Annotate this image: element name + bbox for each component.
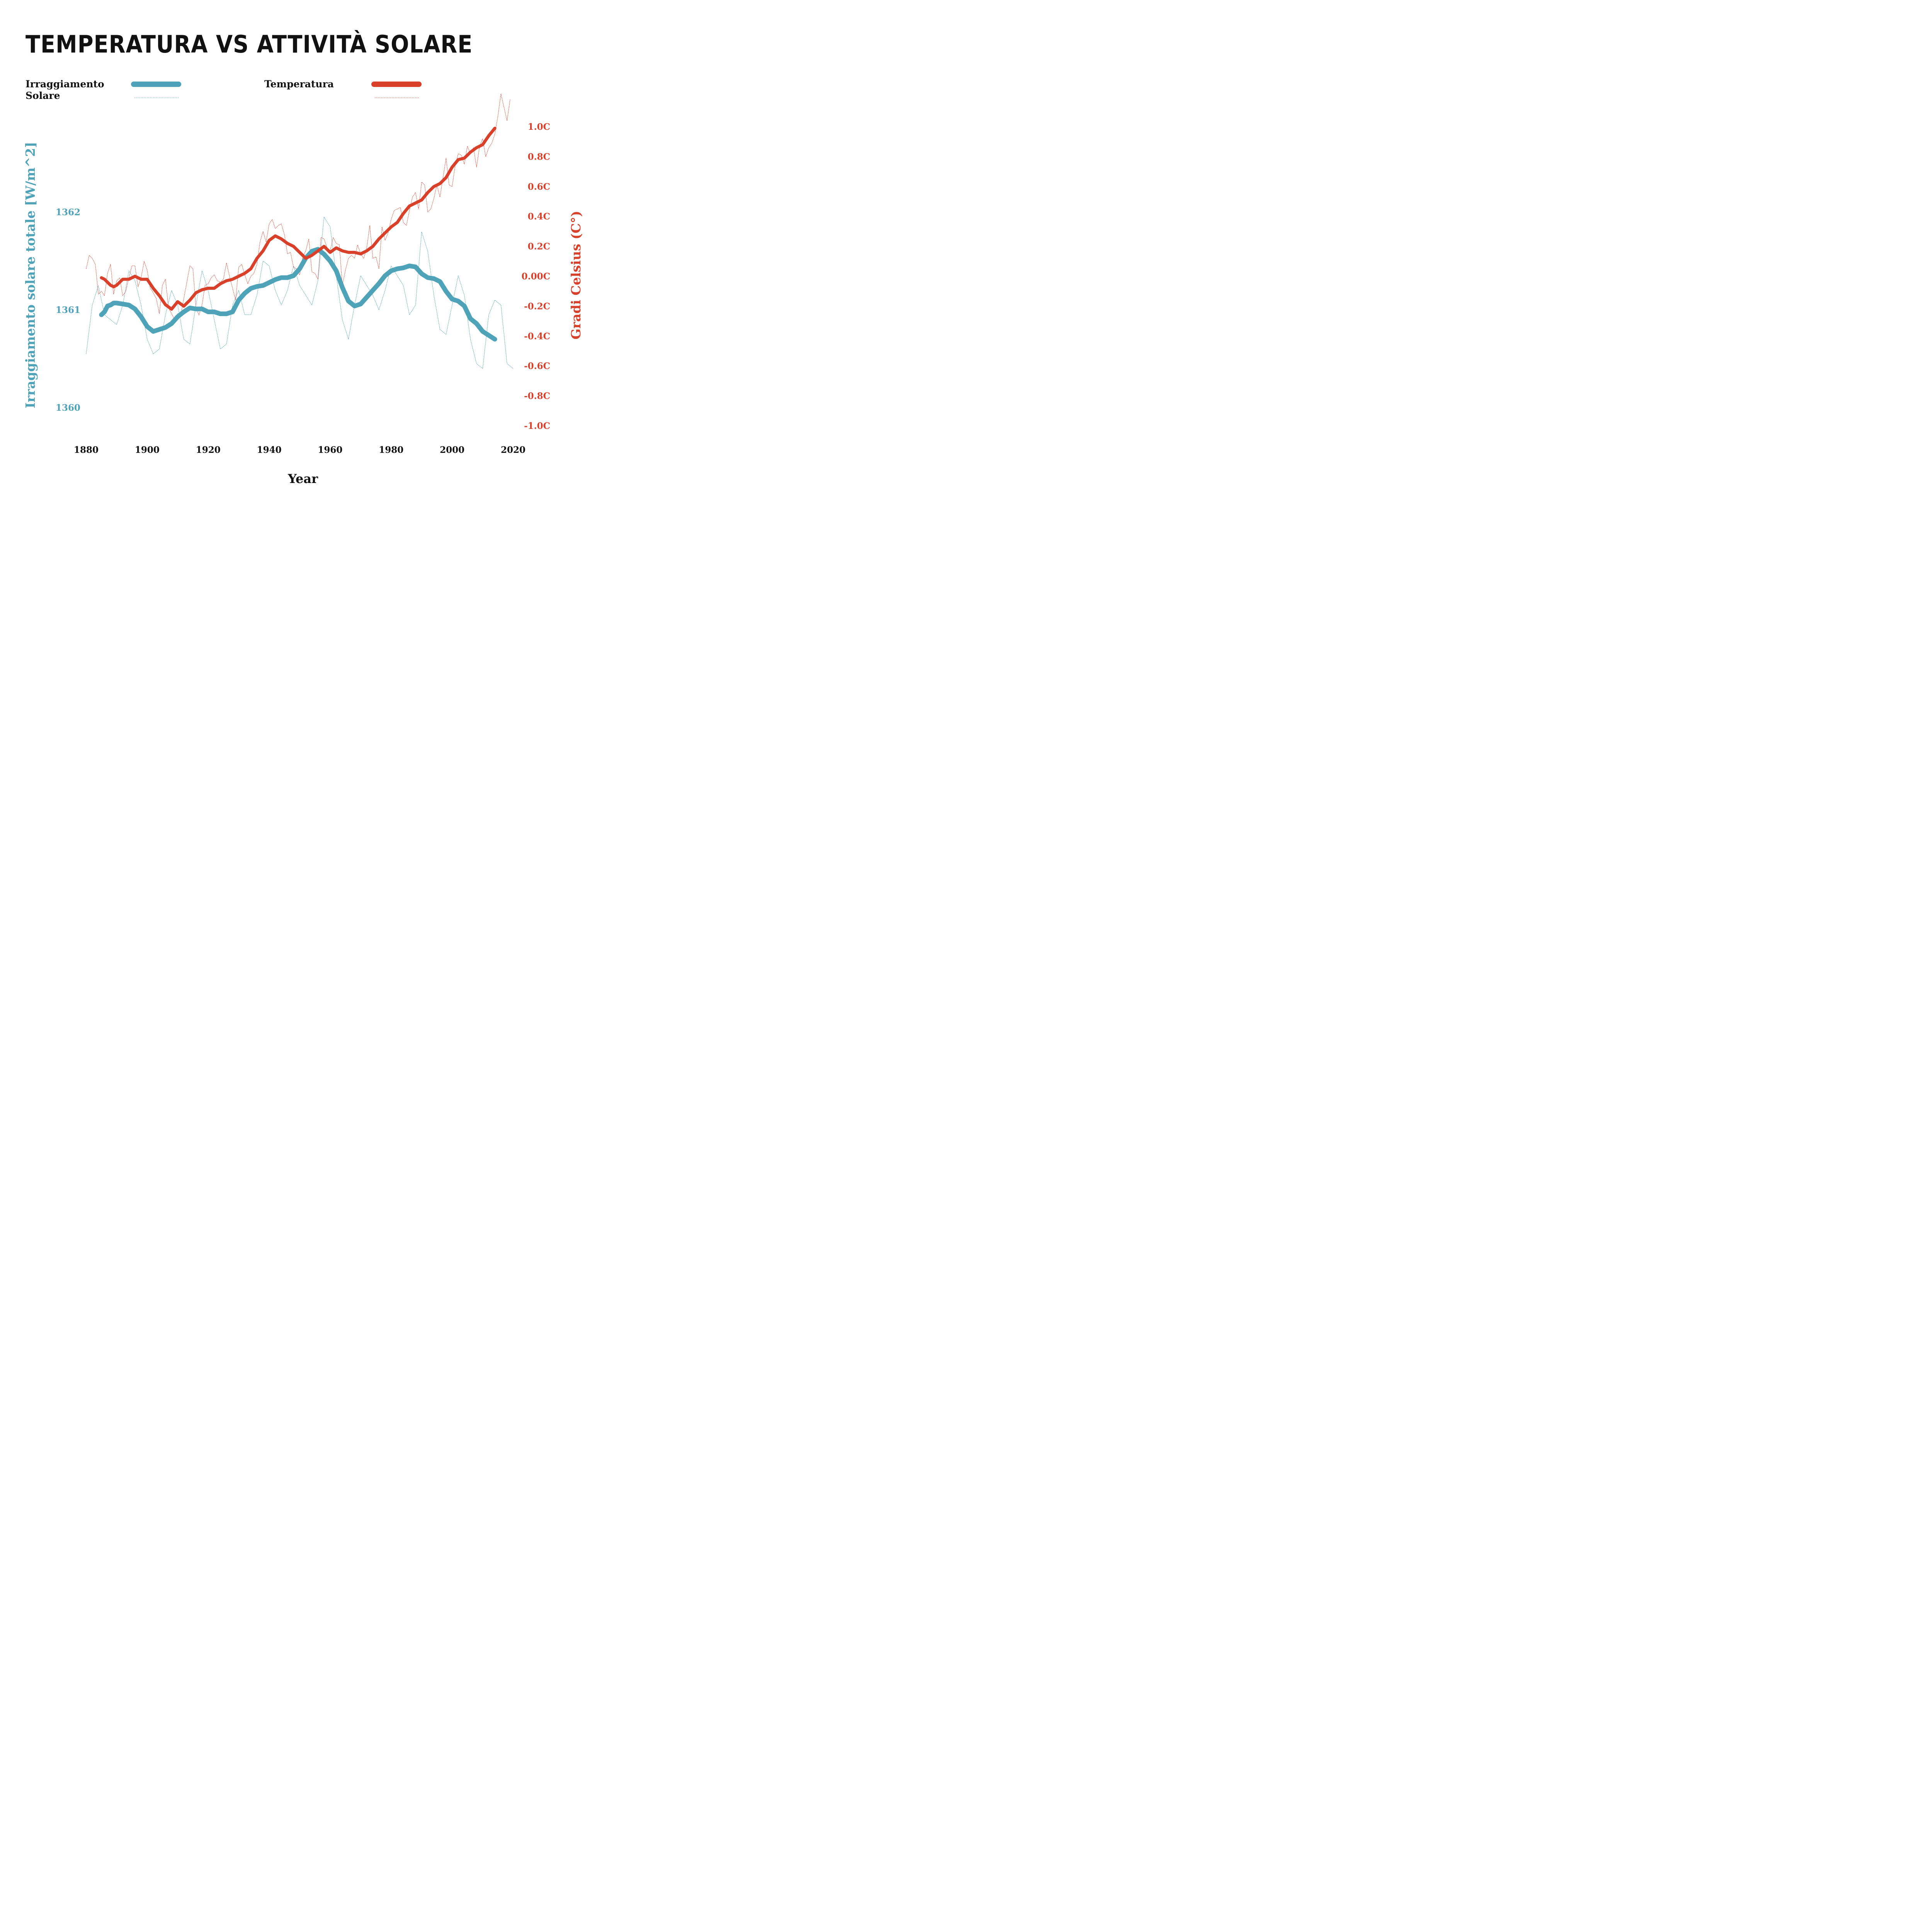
right-tick-label: 0.6C: [528, 182, 550, 192]
right-tick-label: -0.8C: [524, 391, 550, 401]
right-tick-label: -0.6C: [524, 361, 550, 371]
x-axis-title: Year: [287, 471, 318, 486]
x-tick-label: 1960: [318, 445, 342, 455]
series-layer: [86, 94, 514, 369]
right-tick-label: -1.0C: [524, 421, 550, 431]
series-line-irraggiamento-solare-annuale: [86, 217, 514, 369]
left-axis-ticks: 1362 1361 1360: [56, 207, 80, 413]
right-tick-label: -0.4C: [524, 331, 550, 342]
right-axis-ticks: 1.0C 0.8C 0.6C 0.4C 0.2C 0.00C -0.2C -0.4C -0.6C…: [522, 122, 550, 431]
right-tick-label: 0.8C: [528, 151, 550, 162]
right-tick-label: 0.4C: [528, 211, 550, 222]
x-tick-label: 1880: [74, 445, 99, 455]
x-tick-label: 2000: [440, 445, 464, 455]
legend-label-irraggiamento-line1: Irraggiamento: [26, 78, 104, 90]
legend-label-irraggiamento-line2: Solare: [26, 90, 60, 101]
series-line-temperatura: [100, 126, 497, 311]
x-tick-label: 1900: [135, 445, 160, 455]
legend: Irraggiamento Solare Temperatura: [26, 78, 422, 101]
left-tick-label: 1360: [56, 403, 80, 413]
right-tick-label: -0.2C: [524, 301, 550, 311]
x-tick-label: 1940: [257, 445, 282, 455]
right-axis-title: Gradi Celsius (C°): [568, 211, 583, 339]
chart-title: TEMPERATURA VS ATTIVITÀ SOLARE: [26, 30, 473, 58]
left-axis-title: Irraggiamento solare totale [W/m^2]: [23, 142, 38, 408]
chart: TEMPERATURA VS ATTIVITÀ SOLARE Irraggiam…: [23, 30, 583, 486]
x-tick-label: 2020: [501, 445, 526, 455]
right-tick-label: 0.00C: [522, 271, 550, 282]
x-tick-label: 1980: [379, 445, 403, 455]
left-tick-label: 1361: [56, 305, 80, 315]
legend-label-temperatura: Temperatura: [264, 78, 334, 90]
x-tick-label: 1920: [196, 445, 221, 455]
series-line-irraggiamento-solare: [99, 247, 497, 342]
x-axis-ticks: 1880 1900 1920 1940 1960 1980 2000 2020: [74, 445, 526, 455]
left-tick-label: 1362: [56, 207, 80, 218]
right-tick-label: 1.0C: [528, 122, 550, 132]
right-tick-label: 0.2C: [528, 242, 550, 252]
